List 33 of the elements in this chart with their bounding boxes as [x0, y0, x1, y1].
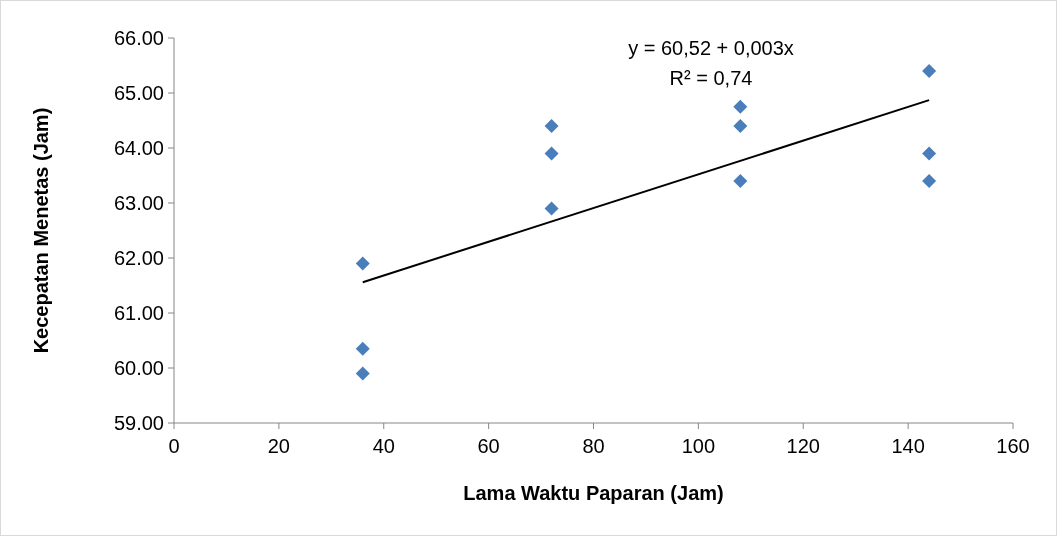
point — [733, 174, 748, 188]
point — [355, 366, 370, 381]
x-tick-label: 120 — [786, 435, 820, 457]
annotation: R² = 0,74 — [669, 67, 753, 89]
point — [355, 341, 370, 356]
x-tick-label: 40 — [372, 435, 395, 457]
point — [922, 174, 937, 188]
x-tick-label: 60 — [477, 435, 500, 457]
point — [733, 119, 748, 133]
annotation: y = 60,52 + 0,003x — [628, 37, 794, 59]
point — [544, 146, 559, 161]
y-tick-label: 64.00 — [113, 137, 164, 159]
point — [922, 64, 937, 78]
x-tick-label: 20 — [267, 435, 290, 457]
y-tick-label: 63.00 — [113, 192, 164, 214]
point — [544, 119, 559, 133]
y-tick-label: 66.00 — [113, 27, 164, 49]
point — [544, 201, 559, 216]
y-tick-label: 61.00 — [113, 302, 164, 324]
point — [733, 99, 748, 114]
y-axis-title: Kecepatan Menetas (Jam) — [30, 107, 52, 354]
y-tick-label: 60.00 — [113, 357, 164, 379]
point — [922, 146, 937, 161]
y-tick-label: 62.00 — [113, 247, 164, 269]
x-tick-label: 80 — [582, 435, 605, 457]
point — [355, 256, 370, 271]
x-tick-label: 160 — [996, 435, 1030, 457]
x-tick-label: 140 — [891, 435, 925, 457]
x-tick-label: 0 — [168, 435, 180, 457]
y-tick-label: 59.00 — [113, 412, 164, 434]
x-tick-label: 100 — [681, 435, 716, 457]
x-axis-title: Lama Waktu Paparan (Jam) — [463, 482, 724, 504]
y-tick-label: 65.00 — [113, 82, 164, 104]
